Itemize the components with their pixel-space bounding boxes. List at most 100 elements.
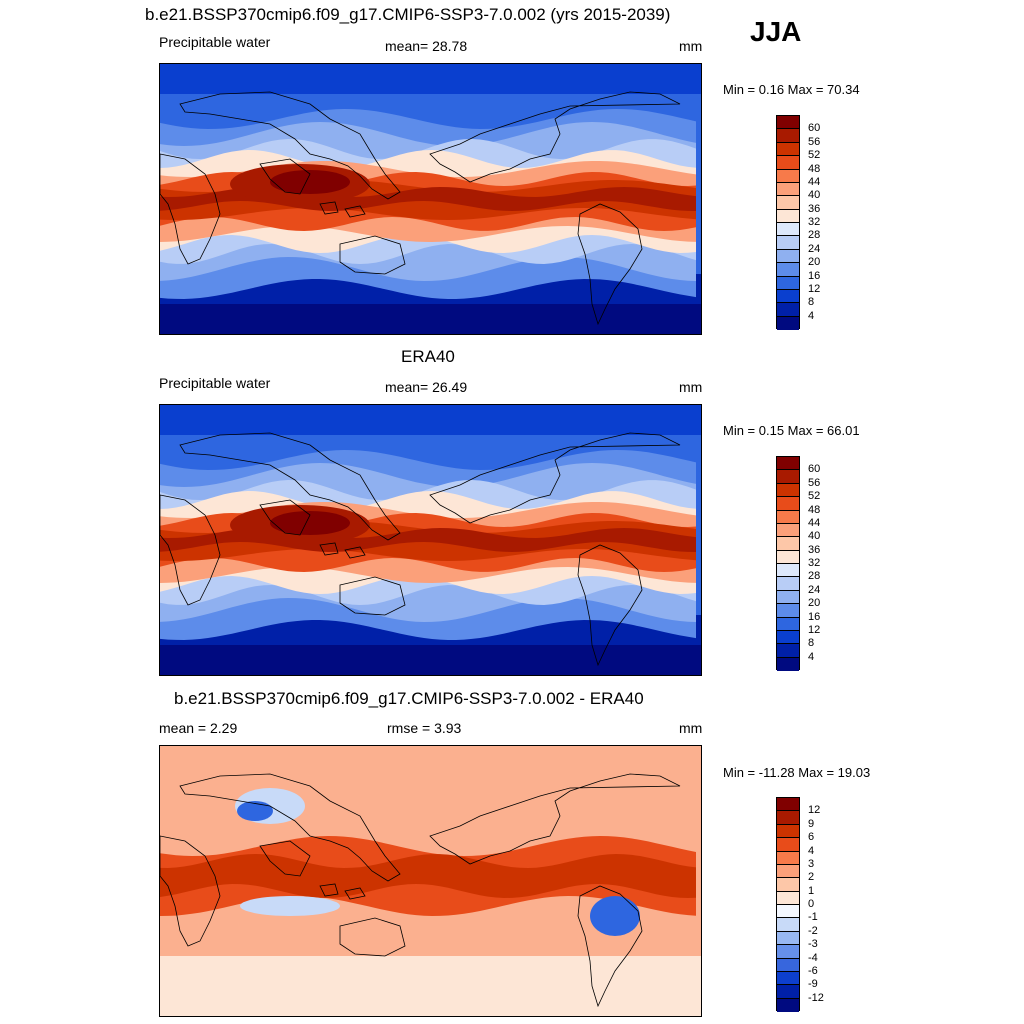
colorbar-tick-label: -12 [808, 991, 824, 1004]
colorbar-tick-label: 16 [808, 269, 821, 282]
colorbar-swatch [777, 905, 799, 919]
colorbar-tick-label: -1 [808, 911, 818, 924]
panel1-mean-label: mean= 28.78 [385, 38, 468, 54]
colorbar-swatch [777, 864, 799, 879]
panel2-variable-label: Precipitable water [159, 375, 271, 391]
colorbar-tick-label: 2 [808, 871, 815, 884]
colorbar-tick-label: 3 [808, 857, 815, 870]
colorbar-tick-label: 36 [808, 543, 821, 556]
panel3-minmax: Min = -11.28 Max = 19.03 [723, 765, 871, 780]
colorbar-swatch [777, 182, 799, 197]
colorbar-tick-label: 60 [808, 463, 821, 476]
colorbar-tick-label: 32 [808, 557, 821, 569]
colorbar-swatch [777, 483, 799, 498]
colorbar-swatch [777, 811, 799, 825]
colorbar-swatch [777, 630, 799, 645]
colorbar-swatch [777, 196, 799, 210]
colorbar-swatch [777, 470, 799, 484]
colorbar-swatch [777, 276, 799, 290]
colorbar-swatch [777, 156, 799, 170]
panel3-map-svg [160, 746, 701, 1016]
colorbar-tick-label: 52 [808, 490, 821, 503]
colorbar-tick-label: 40 [808, 189, 821, 202]
colorbar-swatch [777, 891, 799, 905]
colorbar-tick-label: 8 [808, 296, 815, 309]
colorbar-swatch [777, 510, 799, 524]
panel2-units: mm [679, 379, 703, 395]
panel1-map [159, 63, 702, 335]
colorbar-tick-label: 1 [808, 884, 815, 897]
colorbar-tick-label: 12 [808, 804, 821, 817]
colorbar-swatch [777, 958, 799, 972]
panel3-title: b.e21.BSSP370cmip6.f09_g17.CMIP6-SSP3-7.… [174, 689, 644, 708]
colorbar-swatch [777, 617, 799, 631]
panel3-map [159, 745, 702, 1017]
colorbar-swatch [777, 523, 799, 538]
colorbar-tick-label: 36 [808, 202, 821, 215]
colorbar-swatch [777, 604, 799, 618]
colorbar-swatch [777, 316, 799, 330]
colorbar-tick-label: 4 [808, 650, 815, 663]
colorbar-swatch [777, 457, 799, 471]
panel1-title: b.e21.BSSP370cmip6.f09_g17.CMIP6-SSP3-7.… [145, 5, 671, 24]
colorbar-tick-label: 0 [808, 898, 815, 910]
colorbar-swatch [777, 209, 799, 223]
colorbar-tick-label: 4 [808, 309, 815, 322]
colorbar-tick-label: 24 [808, 583, 821, 596]
colorbar-tick-label: 6 [808, 831, 815, 844]
colorbar-tick-label: 44 [808, 516, 821, 529]
panel2-map-svg [160, 405, 701, 675]
colorbar-swatch [777, 851, 799, 865]
colorbar-swatch [777, 142, 799, 157]
colorbar-swatch [777, 169, 799, 183]
colorbar-swatch [777, 550, 799, 564]
panel3-colorbar [776, 797, 800, 1012]
colorbar-swatch [777, 657, 799, 671]
colorbar-swatch [777, 945, 799, 959]
colorbar-tick-label: 8 [808, 637, 815, 650]
colorbar-tick-label: 4 [808, 844, 815, 857]
colorbar-tick-label: 20 [808, 597, 821, 610]
panel2-title: ERA40 [401, 347, 455, 366]
colorbar-swatch [777, 249, 799, 264]
panel1-colorbar [776, 115, 800, 330]
panel3-units: mm [679, 720, 703, 736]
colorbar-tick-label: 40 [808, 530, 821, 543]
colorbar-tick-label: 28 [808, 229, 821, 242]
colorbar-swatch [777, 303, 799, 317]
colorbar-swatch [777, 838, 799, 852]
colorbar-swatch [777, 223, 799, 237]
panel2-map [159, 404, 702, 676]
colorbar-tick-label: 48 [808, 162, 821, 175]
colorbar-tick-label: 60 [808, 122, 821, 135]
colorbar-swatch [777, 116, 799, 130]
colorbar-tick-label: 44 [808, 175, 821, 188]
season-label: JJA [750, 16, 802, 47]
colorbar-tick-label: 52 [808, 149, 821, 162]
colorbar-swatch [777, 236, 799, 250]
panel2-mean-label: mean= 26.49 [385, 379, 468, 395]
colorbar-tick-label: 48 [808, 503, 821, 516]
panel3-mean-label: mean = 2.29 [159, 720, 238, 736]
panel2-colorbar [776, 456, 800, 671]
panel1-variable-label: Precipitable water [159, 34, 271, 50]
colorbar-swatch [777, 537, 799, 551]
colorbar-tick-label: -2 [808, 924, 818, 937]
colorbar-tick-label: -4 [808, 951, 818, 964]
colorbar-swatch [777, 564, 799, 578]
colorbar-swatch [777, 644, 799, 658]
panel1-minmax: Min = 0.16 Max = 70.34 [723, 82, 860, 97]
colorbar-swatch [777, 577, 799, 591]
colorbar-swatch [777, 497, 799, 511]
colorbar-tick-label: 56 [808, 135, 821, 148]
colorbar-swatch [777, 289, 799, 304]
colorbar-tick-label: 12 [808, 282, 821, 295]
colorbar-swatch [777, 878, 799, 892]
panel1-units: mm [679, 38, 703, 54]
colorbar-tick-label: 24 [808, 242, 821, 255]
colorbar-swatch [777, 824, 799, 839]
colorbar-swatch [777, 590, 799, 605]
colorbar-tick-label: 16 [808, 610, 821, 623]
colorbar-tick-label: -6 [808, 964, 818, 977]
panel3-rmse-label: rmse = 3.93 [387, 720, 462, 736]
